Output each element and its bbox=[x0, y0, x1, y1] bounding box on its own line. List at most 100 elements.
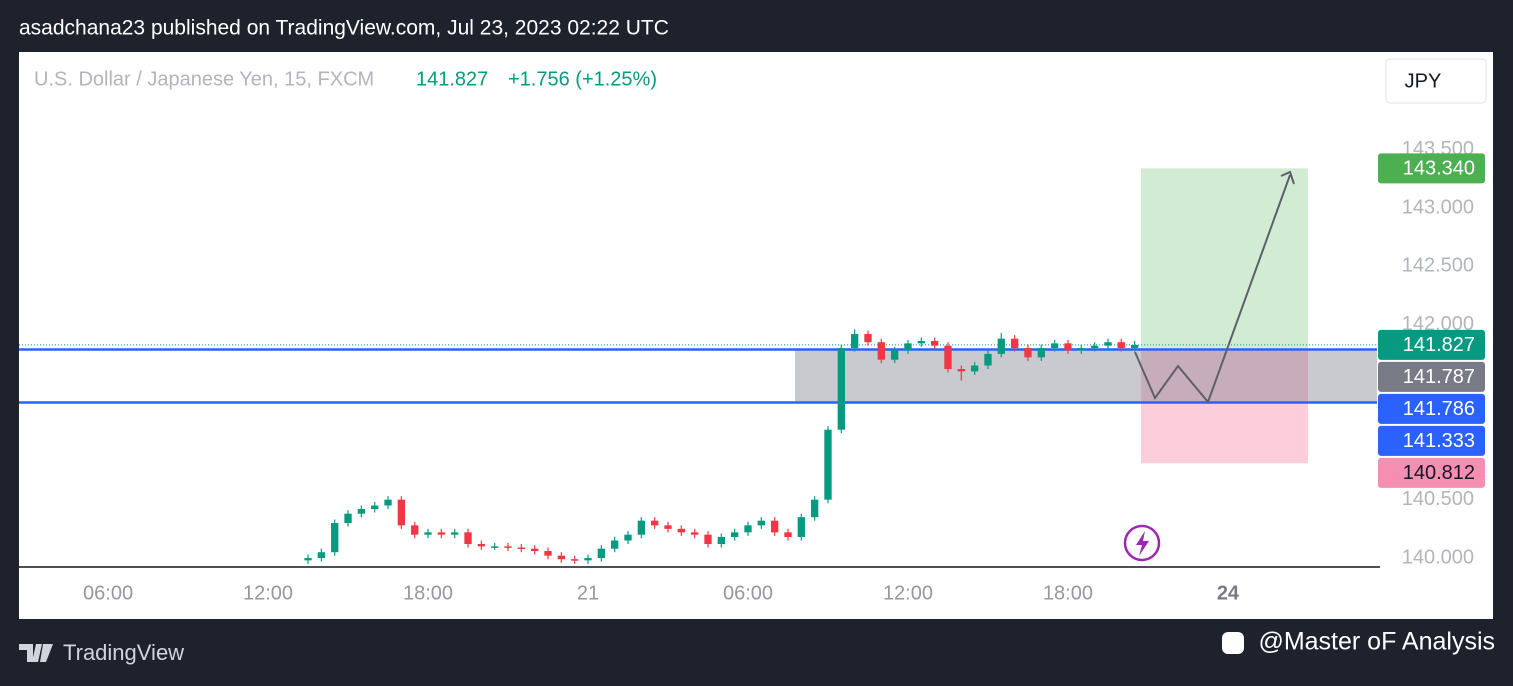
candle-body bbox=[1104, 342, 1112, 346]
candle-body bbox=[944, 345, 952, 370]
candle-body bbox=[1090, 345, 1099, 349]
candle-body bbox=[784, 532, 792, 538]
stop-zone bbox=[1141, 349, 1308, 464]
footer: TradingView @Master oF Analysis bbox=[19, 628, 1495, 665]
candle-body bbox=[744, 525, 752, 533]
candle-body bbox=[571, 559, 579, 561]
candle-body bbox=[597, 548, 606, 559]
x-tick-label: 12:00 bbox=[883, 582, 933, 604]
candle-body bbox=[384, 499, 392, 506]
candle-body bbox=[917, 341, 925, 344]
price-label-box bbox=[1378, 361, 1485, 392]
candle-body bbox=[691, 532, 699, 535]
candle-body bbox=[930, 341, 939, 346]
projection-path bbox=[1134, 174, 1291, 404]
candle-body bbox=[477, 544, 486, 547]
candle-body bbox=[810, 499, 819, 518]
price-label-box bbox=[1378, 457, 1485, 488]
currency-button[interactable] bbox=[1385, 58, 1487, 104]
candle-body bbox=[1050, 343, 1059, 349]
candle-body bbox=[611, 540, 619, 549]
candle-body bbox=[557, 555, 566, 560]
candle-body bbox=[1077, 348, 1085, 351]
candle-body bbox=[1024, 348, 1032, 358]
y-tick-label: 140.500 bbox=[1402, 488, 1474, 510]
x-tick-label: 06:00 bbox=[83, 582, 133, 604]
candle-body bbox=[837, 348, 845, 430]
price-label: 141.333 bbox=[1403, 430, 1475, 452]
overlays bbox=[1123, 170, 1295, 562]
candle-body bbox=[304, 558, 312, 561]
candle-body bbox=[504, 546, 512, 548]
candle-body bbox=[637, 520, 646, 535]
lightning-bolt bbox=[1136, 531, 1149, 556]
candle-body bbox=[517, 547, 526, 550]
candle-body bbox=[970, 365, 979, 372]
y-tick-label: 142.000 bbox=[1402, 313, 1474, 335]
candle-body bbox=[437, 532, 446, 535]
candle-body bbox=[491, 546, 499, 548]
candle-body bbox=[464, 532, 472, 545]
watermark: @Master oF Analysis bbox=[1258, 628, 1495, 656]
candle-body bbox=[1037, 348, 1045, 358]
candle-body bbox=[984, 353, 992, 366]
x-tick-label: 06:00 bbox=[723, 582, 773, 604]
candle-body bbox=[544, 551, 552, 556]
x-tick-label: 24 bbox=[1217, 582, 1240, 604]
x-tick-label: 18:00 bbox=[1043, 582, 1093, 604]
candle-body bbox=[411, 525, 419, 535]
x-tick-label: 12:00 bbox=[243, 582, 293, 604]
candle-body bbox=[584, 558, 592, 561]
candle-body bbox=[397, 499, 406, 526]
candle-body bbox=[704, 534, 712, 545]
candles bbox=[304, 329, 1139, 564]
x-tick-label: 21 bbox=[577, 582, 599, 604]
price-label-box bbox=[1378, 393, 1485, 424]
candle-body bbox=[824, 429, 832, 500]
candle-body bbox=[424, 532, 432, 535]
x-tick-label: 18:00 bbox=[403, 582, 453, 604]
y-tick-label: 142.500 bbox=[1402, 255, 1474, 277]
candle-body bbox=[890, 350, 899, 360]
candle-body bbox=[344, 513, 352, 524]
candle-body bbox=[770, 520, 779, 533]
symbol-title: U.S. Dollar / Japanese Yen, 15, FXCM bbox=[34, 68, 374, 90]
price-label: 143.340 bbox=[1403, 158, 1475, 180]
candle-body bbox=[997, 338, 1005, 354]
candle-body bbox=[1130, 344, 1139, 349]
brand-logo bbox=[19, 644, 53, 662]
price-label-box bbox=[1378, 329, 1485, 360]
candle-body bbox=[331, 523, 339, 553]
candle-body bbox=[717, 537, 725, 545]
price-label-box bbox=[1378, 153, 1485, 184]
candle-body bbox=[357, 509, 366, 514]
price-label: 141.786 bbox=[1403, 398, 1475, 420]
y-tick-label: 143.000 bbox=[1402, 196, 1474, 218]
brand-name: TradingView bbox=[63, 640, 184, 665]
candle-body bbox=[850, 334, 859, 349]
candle-body bbox=[531, 548, 539, 552]
candle-body bbox=[1064, 343, 1072, 351]
candle-body bbox=[624, 534, 632, 541]
facebook-icon bbox=[1222, 632, 1244, 654]
price-label-box bbox=[1378, 425, 1485, 456]
price-label: 141.827 bbox=[1403, 334, 1475, 356]
chart-panel bbox=[19, 52, 1493, 619]
candle-body bbox=[371, 505, 379, 510]
candle-body bbox=[677, 528, 686, 533]
target-zone bbox=[1141, 168, 1308, 350]
candle-body bbox=[730, 532, 739, 538]
candle-body bbox=[957, 369, 965, 372]
price-label: 141.787 bbox=[1403, 366, 1475, 388]
candle-body bbox=[317, 552, 326, 559]
candle-body bbox=[651, 520, 659, 526]
lightning-icon[interactable] bbox=[1123, 524, 1161, 562]
projection-arrow bbox=[1280, 170, 1295, 185]
candle-body bbox=[797, 517, 805, 538]
candle-body bbox=[451, 532, 459, 535]
price-axis: 06:00 12:00 18:00 21 06:00 12:00 18:00 24 140.00… bbox=[83, 138, 1485, 604]
publish-info: asadchana23 published on TradingView.com… bbox=[19, 17, 669, 40]
currency-label: JPY bbox=[1405, 70, 1442, 92]
